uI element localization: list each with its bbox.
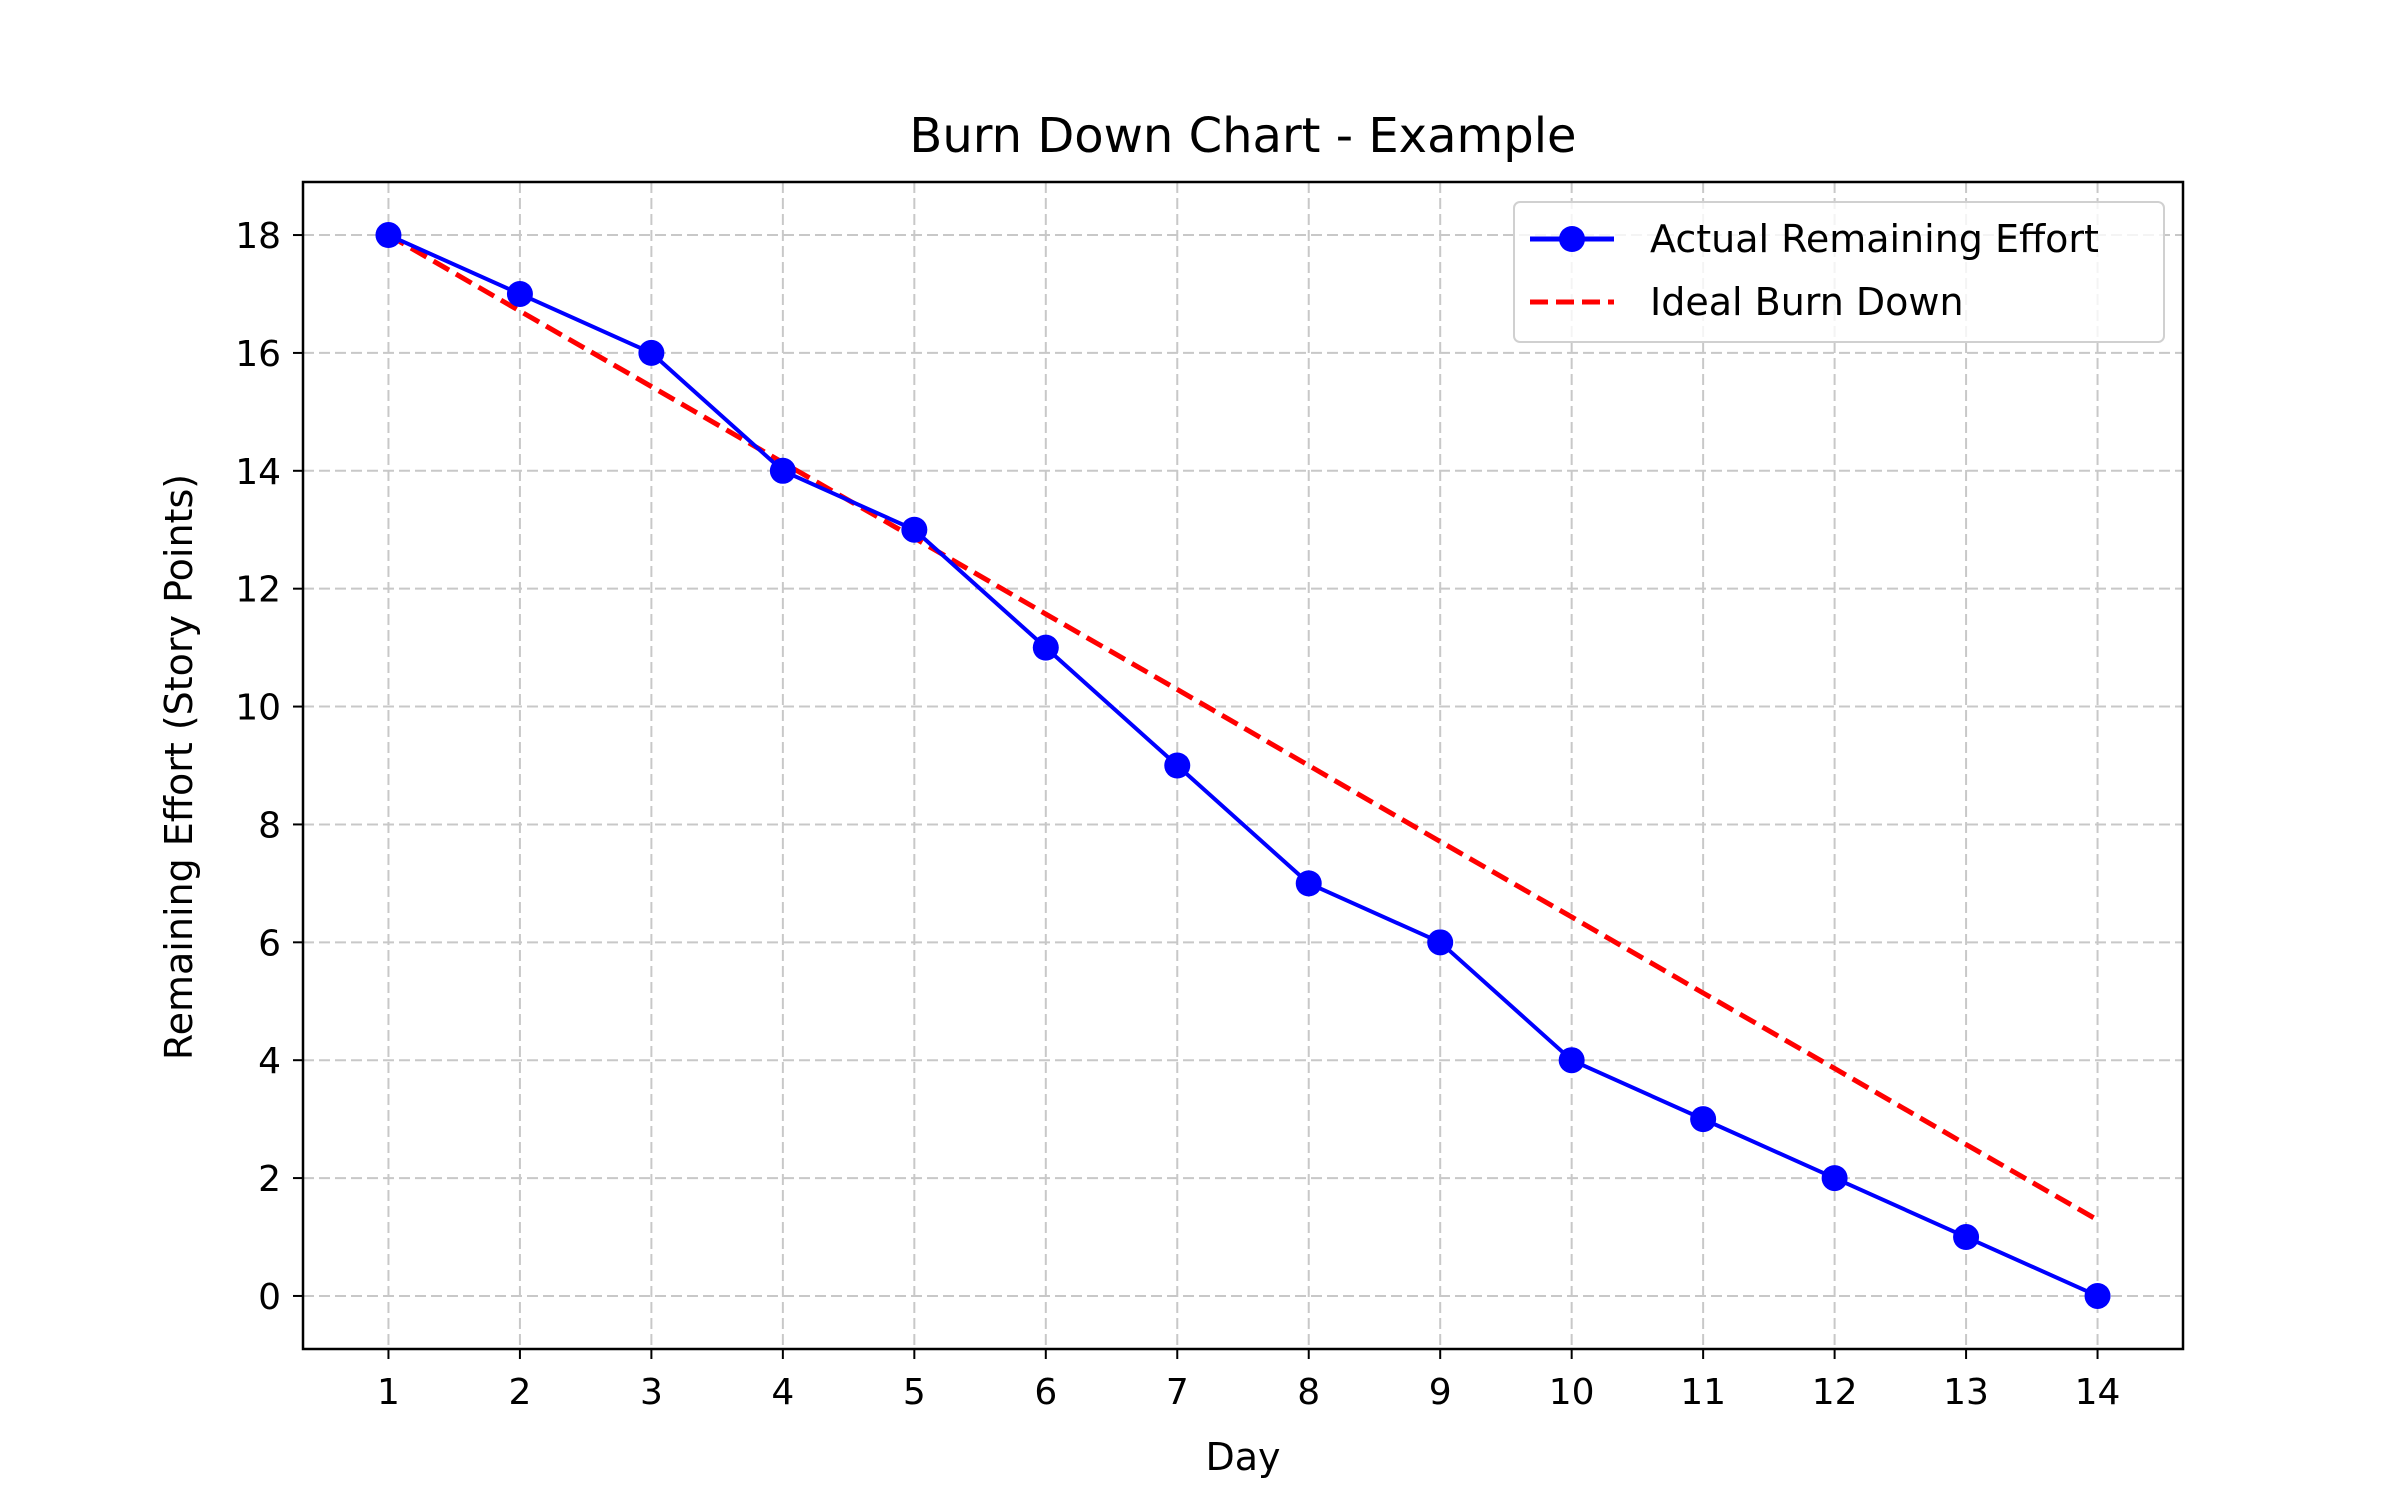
- x-axis-label: Day: [1205, 1435, 1280, 1479]
- actual-data-point: [1953, 1224, 1980, 1251]
- y-tick-label: 6: [258, 923, 281, 964]
- ideal-burn-down-line: [387, 232, 2099, 1223]
- y-tick-label: 18: [235, 216, 281, 257]
- x-tick-label: 10: [1549, 1372, 1595, 1413]
- x-tick-label: 7: [1166, 1372, 1189, 1413]
- actual-data-point: [1821, 1165, 1848, 1192]
- y-tick-label: 10: [235, 688, 281, 729]
- actual-data-point: [1558, 1047, 1585, 1074]
- legend-box: [1513, 201, 2165, 343]
- x-tick-label: 5: [903, 1372, 926, 1413]
- y-tick-label: 4: [258, 1041, 281, 1082]
- x-tick-label: 6: [1034, 1372, 1057, 1413]
- y-tick-label: 14: [235, 452, 281, 493]
- legend-actual-marker: [1559, 226, 1585, 252]
- y-tick-label: 8: [258, 805, 281, 846]
- actual-data-point: [375, 222, 402, 249]
- x-tick-label: 1: [377, 1372, 400, 1413]
- x-tick-label: 14: [2075, 1372, 2121, 1413]
- x-tick-label: 9: [1429, 1372, 1452, 1413]
- legend: Actual Remaining Effort Ideal Burn Down: [1513, 201, 2165, 343]
- legend-ideal-label: Ideal Burn Down: [1650, 280, 1964, 324]
- y-tick-label: 12: [235, 570, 281, 611]
- actual-remaining-effort-line: [387, 233, 2099, 1298]
- actual-data-point: [1690, 1106, 1717, 1133]
- chart-title: Burn Down Chart - Example: [909, 108, 1576, 164]
- x-tick-label: 4: [771, 1372, 794, 1413]
- y-tick-label: 16: [235, 334, 281, 375]
- x-tick-label: 12: [1812, 1372, 1858, 1413]
- plot-series: [375, 222, 2111, 1309]
- x-tick-label: 3: [640, 1372, 663, 1413]
- x-tick-label: 13: [1943, 1372, 1989, 1413]
- actual-data-point: [1427, 929, 1454, 956]
- actual-data-point: [1032, 634, 1059, 661]
- plot-area-frame: [301, 180, 2185, 1351]
- x-tick-label: 8: [1297, 1372, 1320, 1413]
- grid: [303, 182, 2183, 1349]
- y-tick-label: 2: [258, 1159, 281, 1200]
- actual-data-point: [901, 516, 928, 543]
- y-axis-label: Remaining Effort (Story Points): [157, 474, 201, 1060]
- actual-data-point: [1164, 752, 1191, 779]
- actual-data-point: [638, 339, 665, 366]
- actual-data-point: [769, 457, 796, 484]
- actual-data-point: [2084, 1282, 2111, 1309]
- x-tick-label: 2: [508, 1372, 531, 1413]
- actual-data-point: [506, 280, 533, 307]
- y-tick-label: 0: [258, 1277, 281, 1318]
- actual-data-point: [1295, 870, 1322, 897]
- legend-actual-label: Actual Remaining Effort: [1650, 217, 2099, 261]
- x-tick-label: 11: [1680, 1372, 1726, 1413]
